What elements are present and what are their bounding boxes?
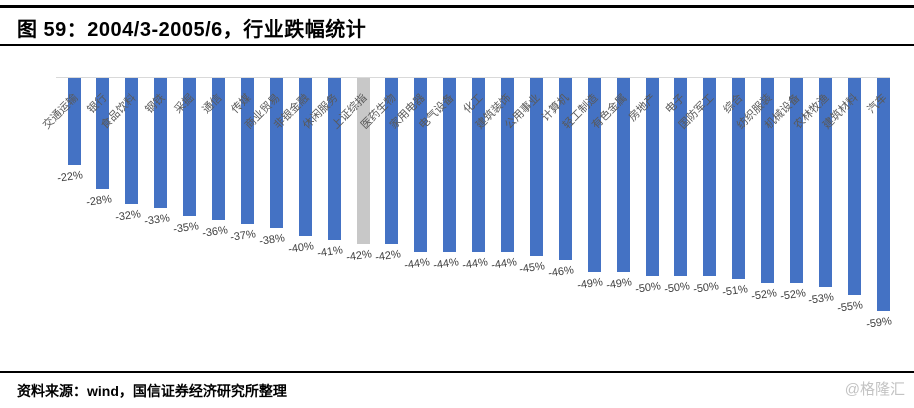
bar xyxy=(876,78,890,311)
footer-divider xyxy=(0,371,914,373)
bar xyxy=(327,78,341,240)
bar xyxy=(240,78,254,224)
bar xyxy=(96,78,110,189)
bar xyxy=(529,78,543,256)
bar-value-label: -59% xyxy=(865,315,893,331)
top-divider xyxy=(0,5,914,8)
bar xyxy=(732,78,746,279)
bar xyxy=(501,78,514,252)
bar-chart: 交通运输 -22% 银行 -28% 食品饮料 -32% 钢铁 -33% 采掘 -35% 通信 -36%… xyxy=(0,46,914,370)
bar xyxy=(385,78,399,244)
bar xyxy=(472,78,486,252)
bar xyxy=(298,78,312,236)
figure-title: 图 59：2004/3-2005/6，行业跌幅统计 xyxy=(17,19,367,41)
bar xyxy=(847,78,861,295)
source-note: 资料来源：wind，国信证券经济研究所整理 xyxy=(17,383,287,399)
bar xyxy=(674,78,688,276)
bar xyxy=(67,78,81,165)
bar xyxy=(269,78,283,228)
title-divider xyxy=(0,44,914,46)
bar xyxy=(125,78,139,204)
bar-value-label: -22% xyxy=(56,169,84,185)
bar xyxy=(414,78,428,252)
watermark: @格隆汇 xyxy=(844,381,905,398)
bar xyxy=(558,78,572,260)
bar xyxy=(645,78,659,276)
bar-highlight xyxy=(356,78,370,244)
bar xyxy=(212,78,225,220)
bar-value-label: -28% xyxy=(85,193,113,209)
bar xyxy=(790,78,803,283)
bar xyxy=(703,78,717,276)
zero-axis-line xyxy=(56,77,890,78)
bar xyxy=(587,78,601,272)
bar xyxy=(616,78,630,272)
bar xyxy=(818,78,832,287)
bar xyxy=(183,78,197,216)
bar xyxy=(154,78,168,208)
bar xyxy=(761,78,775,283)
bar xyxy=(443,78,457,252)
